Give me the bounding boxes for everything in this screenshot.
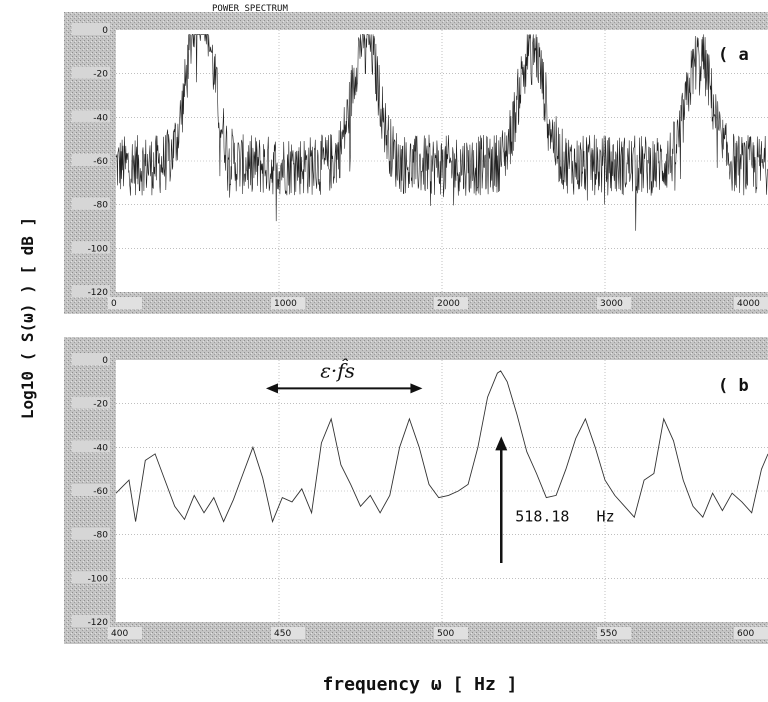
panel-b-spectrum-line bbox=[115, 370, 768, 524]
x-tick-box bbox=[734, 627, 768, 639]
panel-a-y-ticks: 0 -20 -40 -60 -80 -100 -120 bbox=[72, 23, 110, 298]
panel-a-x-ticks: 0 1000 2000 3000 4000 bbox=[108, 297, 768, 309]
y-tick-label: -100 bbox=[88, 574, 109, 584]
panel-b-label: ( b bbox=[718, 376, 749, 396]
x-tick-label: 3000 bbox=[600, 299, 623, 309]
y-tick-label: 0 bbox=[102, 356, 108, 366]
y-tick-box bbox=[72, 571, 110, 584]
y-tick-box bbox=[72, 484, 110, 496]
panel-b-grid bbox=[116, 360, 768, 622]
y-tick-box bbox=[72, 241, 110, 254]
peak-arrow bbox=[495, 436, 508, 564]
panel-a-spectrum-trace bbox=[115, 34, 768, 231]
y-tick-label: -120 bbox=[88, 288, 109, 298]
x-tick-label: 1000 bbox=[274, 299, 297, 309]
y-tick-label: -20 bbox=[93, 70, 108, 80]
peak-arrow-head bbox=[495, 436, 508, 451]
y-tick-label: -20 bbox=[93, 400, 108, 410]
y-tick-box bbox=[72, 440, 110, 453]
y-tick-label: -60 bbox=[93, 157, 108, 167]
y-tick-label: -40 bbox=[93, 443, 108, 453]
x-tick-label: 0 bbox=[111, 299, 117, 309]
chart-header: POWER SPECTRUM bbox=[212, 4, 288, 14]
panel-b-y-ticks: 0 -20 -40 -60 -80 -100 -120 bbox=[72, 353, 110, 628]
panel-a: 0-20-40-60-80-100-120 0 1000 2000 3000 4000 … bbox=[64, 12, 768, 314]
y-tick-box bbox=[72, 353, 110, 365]
x-tick-label: 450 bbox=[274, 629, 291, 639]
x-tick-label: 600 bbox=[737, 629, 754, 639]
x-axis-title: frequency ω [ Hz ] bbox=[322, 674, 517, 695]
x-tick-label: 400 bbox=[111, 629, 128, 639]
x-tick-label: 2000 bbox=[437, 299, 460, 309]
y-axis-title: Log10 ( S(ω) ) [ dB ] bbox=[18, 217, 37, 419]
panel-a-label: ( a bbox=[718, 45, 749, 65]
y-tick-label: -40 bbox=[93, 113, 108, 123]
double-arrow-right-head bbox=[410, 383, 423, 394]
y-tick-label: -80 bbox=[93, 531, 108, 541]
x-tick-box bbox=[271, 627, 305, 639]
y-tick-label: -100 bbox=[88, 244, 109, 254]
peak-frequency-annotation: 518.18 Hz bbox=[515, 508, 614, 526]
spacing-double-arrow bbox=[265, 383, 423, 394]
x-tick-box bbox=[597, 297, 631, 309]
y-tick-box bbox=[72, 197, 110, 210]
y-tick-box bbox=[72, 154, 110, 166]
x-tick-box bbox=[271, 297, 305, 309]
x-tick-box bbox=[597, 627, 631, 639]
y-tick-box bbox=[72, 527, 110, 540]
double-arrow-left-head bbox=[265, 383, 278, 394]
x-tick-label: 550 bbox=[600, 629, 617, 639]
y-tick-box bbox=[72, 66, 110, 79]
x-tick-box bbox=[734, 297, 768, 309]
y-tick-label: 0 bbox=[102, 26, 108, 36]
y-tick-box bbox=[72, 615, 110, 627]
x-tick-box bbox=[108, 297, 142, 309]
panel-b-x-ticks: 400 450 500 550 600 bbox=[108, 627, 768, 639]
y-tick-label: -60 bbox=[93, 487, 108, 497]
y-tick-label: -120 bbox=[88, 618, 109, 628]
x-tick-box bbox=[434, 627, 468, 639]
y-tick-label: -80 bbox=[93, 201, 108, 211]
x-tick-label: 4000 bbox=[737, 299, 760, 309]
spacing-annotation: ε·f̂s bbox=[320, 358, 355, 382]
panel-b: 0 -20 -40 -60 -80 -100 -120 400 450 500 550 600 ( … bbox=[64, 337, 768, 644]
y-tick-box bbox=[72, 110, 110, 123]
x-tick-label: 500 bbox=[437, 629, 454, 639]
y-tick-box bbox=[72, 23, 110, 35]
y-tick-box bbox=[72, 285, 110, 297]
y-tick-box bbox=[72, 396, 110, 409]
x-tick-box bbox=[434, 297, 468, 309]
x-tick-box bbox=[108, 627, 142, 639]
